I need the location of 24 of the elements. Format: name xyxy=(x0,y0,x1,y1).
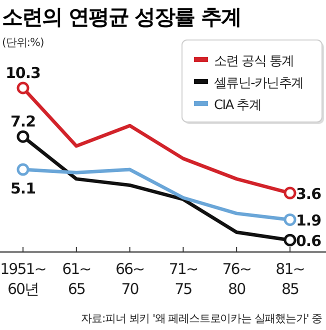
legend-label: 셀류닌-카닌추계 xyxy=(214,76,304,91)
data-label: 0.6 xyxy=(296,232,322,250)
x-tick-label: 66~ 70 xyxy=(115,260,144,298)
data-label: 5.1 xyxy=(10,180,36,198)
x-tick-label: 71~ 75 xyxy=(168,260,198,298)
legend-label: CIA 추계 xyxy=(214,98,262,113)
point xyxy=(16,82,30,94)
text: 자료:피너 뵈키 '왜 페레스트로이카는 실패했는가' 중 xyxy=(81,312,323,325)
x-tick-label: 1951~ 60년 xyxy=(0,260,46,298)
data-label: 1.9 xyxy=(296,212,322,230)
x-tick-label: 61~ 65 xyxy=(62,260,91,298)
data-label: 10.3 xyxy=(5,64,41,82)
data-label: 3.6 xyxy=(296,185,322,204)
data-label: 7.2 xyxy=(10,112,36,131)
point xyxy=(16,163,30,176)
x-tick-label: 76~ 80 xyxy=(222,260,251,298)
x-tick-label: 81~ 85 xyxy=(276,260,304,298)
point xyxy=(16,130,30,143)
point xyxy=(284,234,296,246)
chart-title: 소련의 연평균 성장률 추계 xyxy=(2,5,241,29)
point xyxy=(284,213,296,226)
legend-label: 소련 공식 통계 xyxy=(214,54,294,69)
chart-subtitle: (단위:%) xyxy=(2,36,44,49)
point xyxy=(284,186,296,200)
